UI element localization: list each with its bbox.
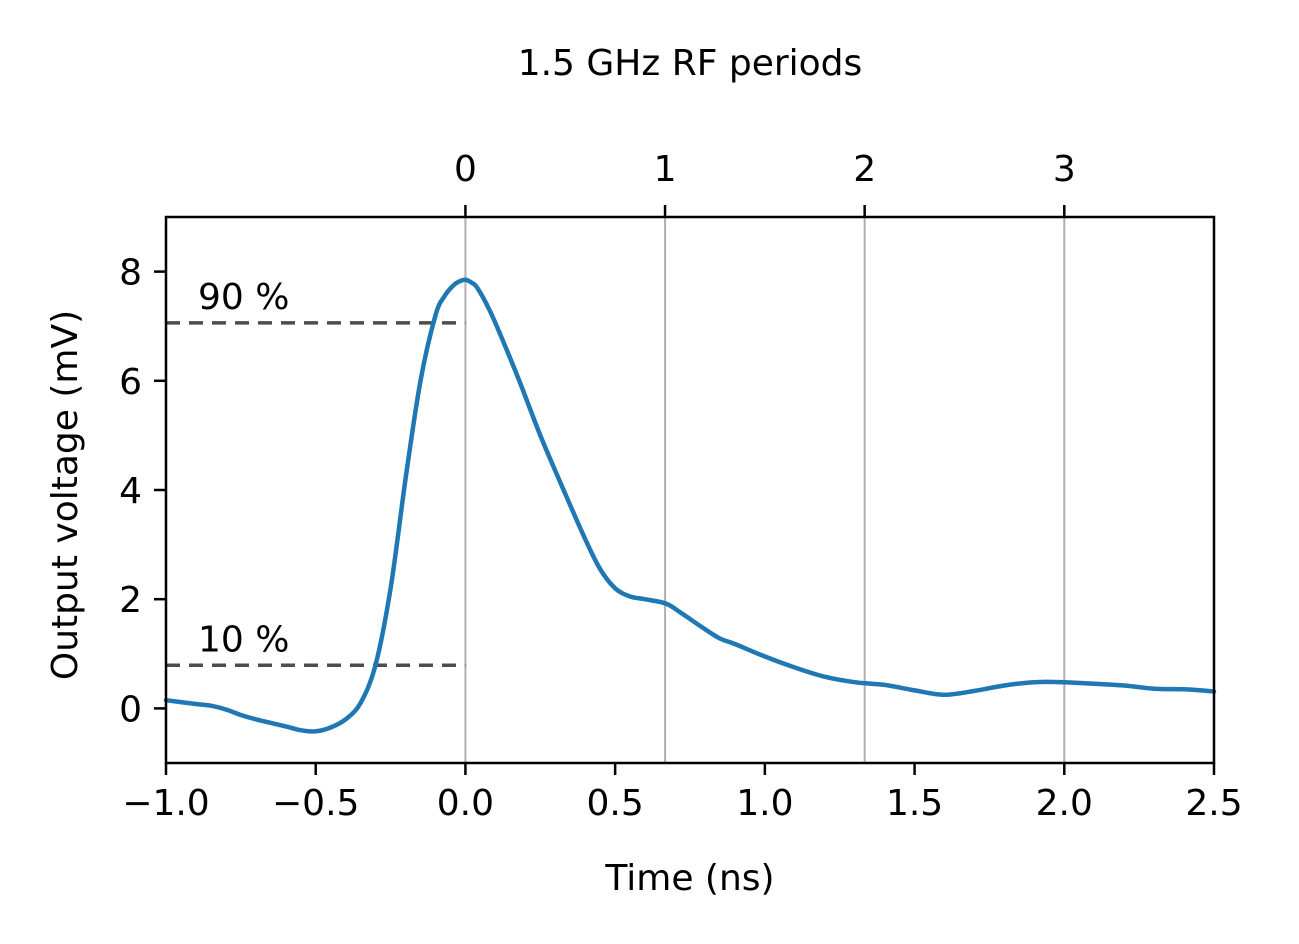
x-tick-label-3: 0.5	[587, 783, 644, 824]
y-tick-label-4: 8	[119, 253, 142, 294]
x-tick-label-2: 0.0	[437, 783, 494, 824]
vertical-grid	[464, 217, 1066, 763]
y-axis-label: Output voltage (mV)	[45, 310, 86, 680]
y-tick-label-2: 4	[119, 471, 142, 512]
x-axis-ticks: −1.0 −0.5 0.0 0.5 1.0 1.5 2.0 2.5	[122, 763, 1243, 824]
series-layer	[163, 277, 1217, 734]
x-axis-label: Time (ns)	[604, 858, 774, 899]
top-tick-label-1: 1	[654, 149, 677, 190]
x-tick-label-7: 2.5	[1185, 783, 1242, 824]
top-tick-label-0: 0	[454, 149, 477, 190]
threshold-label-1: 10 %	[198, 619, 289, 660]
x-tick-label-5: 1.5	[886, 783, 943, 824]
top-axis-label: 1.5 GHz RF periods	[518, 43, 863, 84]
top-tick-label-3: 3	[1053, 149, 1076, 190]
y-axis-ticks: 0 2 4 6 8	[119, 253, 166, 730]
x-tick-label-6: 2.0	[1036, 783, 1093, 824]
y-tick-label-3: 6	[119, 362, 142, 403]
y-tick-label-0: 0	[119, 689, 142, 730]
threshold-label-0: 90 %	[198, 277, 289, 318]
y-tick-label-1: 2	[119, 580, 142, 621]
top-axis-ticks: 0 1 2 3	[454, 149, 1076, 217]
x-tick-label-4: 1.0	[736, 783, 793, 824]
x-tick-label-0: −1.0	[122, 783, 209, 824]
top-tick-label-2: 2	[853, 149, 876, 190]
threshold-annotations: 90 % 10 %	[166, 277, 466, 668]
series-line-0	[163, 277, 1217, 734]
x-tick-label-1: −0.5	[272, 783, 359, 824]
